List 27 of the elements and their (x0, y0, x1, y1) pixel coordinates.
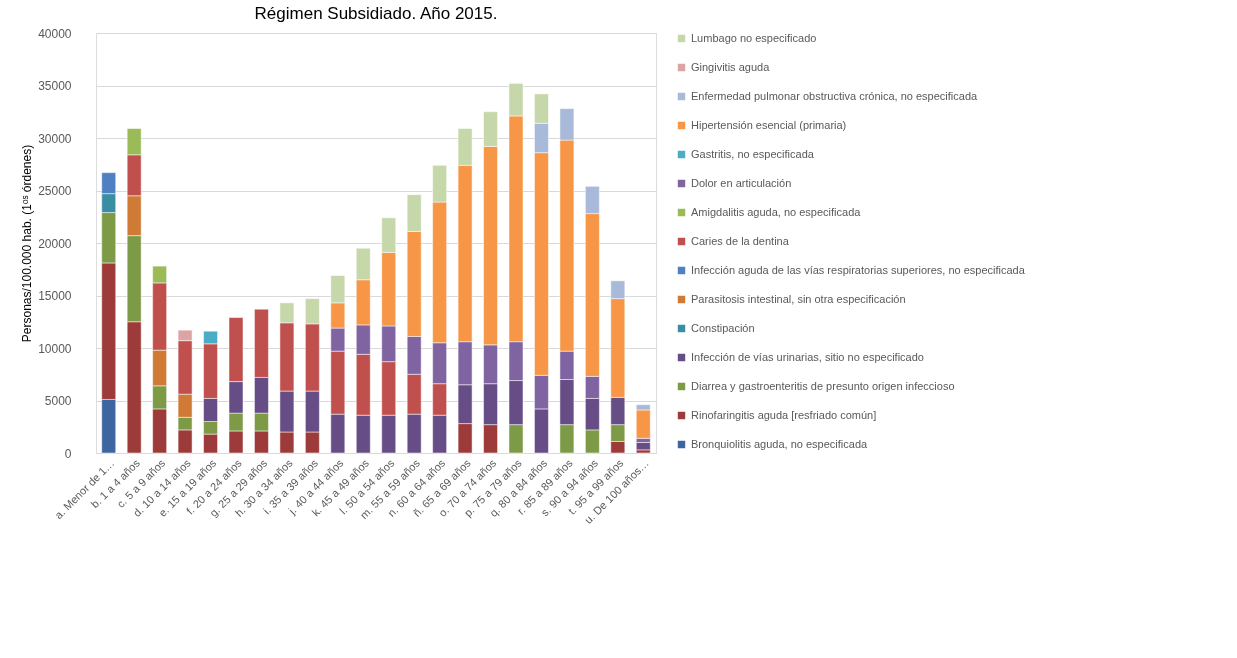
legend-label: Gastritis, no especificada (691, 147, 815, 160)
y-axis-title: Personas/100.000 hab. (1ᵒˢ órdenes) (20, 144, 35, 343)
y-tick-label: 5000 (44, 394, 72, 408)
legend-label: Hipertensión esencial (primaria) (691, 118, 847, 131)
y-tick-label: 20000 (38, 236, 72, 251)
legend-label: Parasitosis intestinal, sin otra especificación (691, 292, 906, 305)
legend-label: Diarrea y gastroenteritis de presunto origen infeccioso (691, 379, 955, 392)
y-tick-label: 30000 (38, 131, 72, 146)
chart-title: Régimen Subsidiado. Año 2015. (254, 4, 498, 23)
legend-label: Caries de la dentina (691, 234, 790, 247)
legend-label: Dolor en articulación (691, 176, 792, 189)
legend-label: Constipación (691, 321, 755, 334)
bar (636, 442, 651, 451)
y-tick-label: 35000 (38, 79, 72, 93)
y-tick-label: 15000 (38, 289, 72, 303)
legend-label: Rinofaringitis aguda [resfriado común] (691, 408, 877, 421)
legend-label: Amigdalitis aguda, no especificada (691, 205, 862, 218)
legend-label: Bronquiolitis aguda, no especificada (691, 437, 868, 450)
y-tick-label: 40000 (38, 26, 72, 41)
y-tick-label: 25000 (38, 184, 72, 198)
y-tick-label: 0 (64, 446, 72, 461)
legend-label: Infección de vías urinarias, sitio no especificado (691, 350, 924, 363)
legend-label: Enfermedad pulmonar obstructiva crónica, no especificada (691, 89, 979, 102)
legend-label: Infección aguda de las vías respiratorias superiores, no especificada (691, 263, 1026, 276)
y-tick-label: 10000 (38, 341, 72, 356)
legend-label: Lumbago no especificado (691, 31, 817, 44)
legend-label: Gingivitis aguda (691, 60, 771, 73)
